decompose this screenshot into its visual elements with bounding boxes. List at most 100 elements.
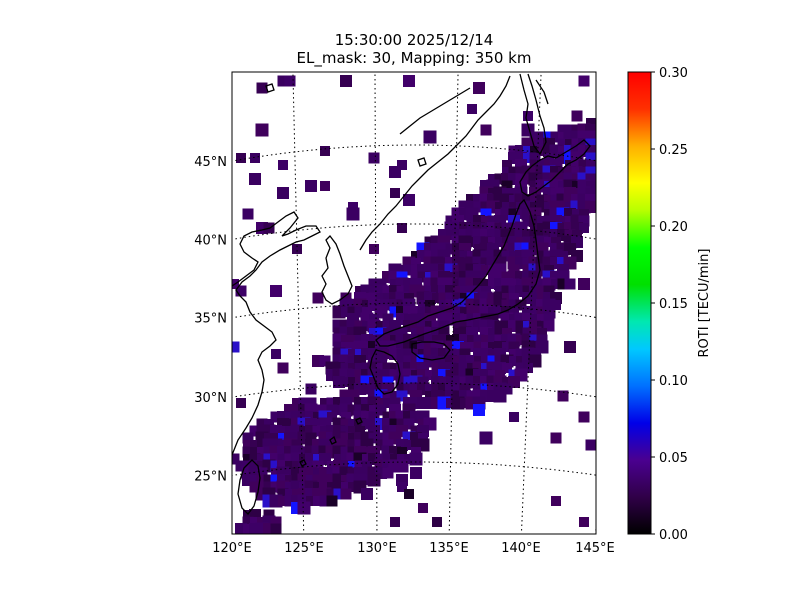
roti-cell	[389, 306, 401, 318]
roti-cell	[508, 341, 520, 353]
roti-cell	[250, 440, 260, 450]
lat-tick-label: 40°N	[194, 233, 227, 248]
roti-cell	[565, 216, 575, 226]
roti-cell	[530, 293, 540, 303]
roti-cell	[382, 439, 394, 451]
roti-cell	[523, 153, 533, 163]
roti-cell	[488, 272, 498, 282]
roti-cell	[557, 390, 569, 402]
roti-cell	[536, 334, 548, 346]
roti-cell	[544, 195, 554, 205]
roti-cell	[256, 418, 268, 430]
roti-cell	[376, 293, 386, 303]
roti-cell	[362, 475, 372, 485]
roti-cell	[354, 404, 366, 416]
lon-tick-label: 135°E	[429, 541, 469, 556]
roti-cell	[481, 335, 491, 345]
roti-cell	[509, 349, 519, 359]
roti-cell	[410, 313, 422, 325]
meridian-line	[292, 72, 305, 534]
roti-cell	[243, 510, 253, 520]
roti-cell	[508, 285, 520, 297]
roti-cell	[467, 363, 477, 373]
roti-cell	[432, 370, 442, 380]
lon-tick-label: 140°E	[501, 541, 541, 556]
roti-cell	[418, 503, 428, 513]
roti-cell	[375, 278, 387, 290]
roti-cell	[537, 174, 547, 184]
roti-cell	[501, 222, 513, 234]
roti-cell	[299, 482, 309, 492]
roti-cell	[249, 481, 261, 493]
roti-cell	[551, 237, 561, 247]
roti-cell	[529, 180, 541, 192]
roti-cell	[340, 348, 352, 360]
roti-cell	[250, 475, 260, 485]
map-title-time: 15:30:00 2025/12/14	[334, 31, 494, 49]
coastline-ryukyu-1	[355, 417, 363, 425]
roti-cell	[557, 124, 569, 136]
roti-cell	[382, 425, 394, 437]
roti-cell	[418, 349, 428, 359]
roti-cell	[432, 293, 442, 303]
roti-cell	[586, 181, 596, 191]
roti-cell	[249, 173, 261, 185]
roti-cell	[481, 356, 491, 366]
roti-cell	[578, 278, 590, 290]
roti-cell	[502, 363, 512, 373]
roti-cell	[326, 467, 338, 479]
roti-cell	[502, 328, 512, 338]
roti-cell	[348, 433, 358, 443]
roti-cell	[362, 461, 372, 471]
roti-cell	[439, 300, 449, 310]
roti-cell	[446, 335, 456, 345]
roti-cell	[432, 356, 442, 366]
roti-cell	[565, 139, 575, 149]
roti-cell	[292, 461, 302, 471]
roti-cell	[341, 342, 351, 352]
roti-cell	[277, 488, 289, 500]
roti-cell	[347, 355, 359, 367]
roti-cell	[544, 209, 554, 219]
roti-cell	[522, 215, 534, 227]
roti-cell	[453, 363, 463, 373]
map-axes-frame	[231, 71, 597, 535]
roti-cell	[558, 181, 568, 191]
roti-cell	[579, 167, 589, 177]
roti-cell	[397, 160, 407, 170]
roti-cell	[256, 481, 268, 493]
roti-cell	[453, 328, 463, 338]
roti-cell	[313, 496, 323, 506]
roti-cell	[389, 166, 401, 178]
roti-cell	[298, 397, 310, 409]
roti-cell	[389, 369, 401, 381]
roti-cell	[452, 264, 464, 276]
roti-cell	[249, 425, 261, 437]
roti-cell	[530, 223, 540, 233]
roti-cell	[396, 327, 408, 339]
roti-cell	[501, 271, 513, 283]
roti-cell	[361, 467, 373, 479]
roti-cell	[557, 138, 569, 150]
roti-cell	[522, 327, 534, 339]
roti-cell	[411, 251, 421, 261]
roti-cell	[347, 446, 359, 458]
roti-cell	[530, 300, 540, 310]
roti-cell	[327, 461, 337, 471]
roti-cell	[376, 321, 386, 331]
lat-tick-label: 25°N	[194, 469, 227, 484]
roti-cell	[418, 419, 428, 429]
roti-cell	[530, 195, 540, 205]
roti-cell	[516, 209, 526, 219]
roti-cell	[565, 202, 575, 212]
roti-cell	[382, 299, 394, 311]
roti-cell	[256, 474, 268, 486]
roti-cell	[255, 522, 269, 534]
roti-cell	[502, 293, 512, 303]
roti-cell	[515, 320, 527, 332]
roti-cell	[529, 166, 541, 178]
roti-cell	[466, 292, 478, 304]
roti-cell	[361, 383, 373, 395]
roti-cell	[305, 383, 317, 395]
parallel-line	[232, 144, 596, 162]
